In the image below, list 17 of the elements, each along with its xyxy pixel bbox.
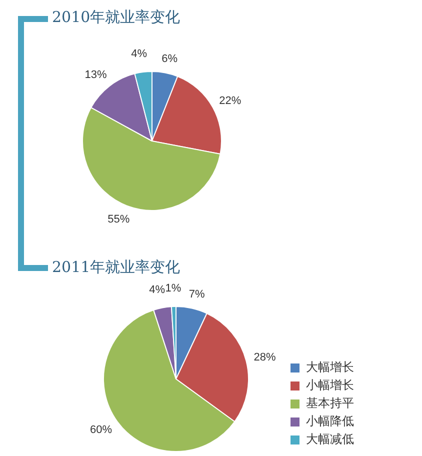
legend-label: 大幅增长 (306, 360, 354, 374)
data-label: 13% (84, 69, 108, 82)
chart-title: 2011年就业率变化 (52, 258, 180, 277)
data-label: 7% (188, 288, 205, 301)
data-label: 4% (149, 284, 166, 296)
legend-label: 大幅减低 (306, 432, 354, 446)
data-label: 55% (108, 214, 130, 226)
legend-label: 基本持平 (306, 396, 354, 410)
chart-title: 2010年就业率变化 (52, 8, 180, 27)
data-label: 22% (219, 94, 242, 107)
data-label: 4% (131, 48, 148, 60)
data-label: 1% (165, 282, 182, 295)
data-label: 28% (254, 352, 276, 364)
data-label: 60% (90, 424, 112, 436)
legend-label: 小幅增长 (306, 378, 354, 392)
data-label: 6% (162, 53, 178, 66)
legend-label: 小幅降低 (306, 414, 354, 428)
